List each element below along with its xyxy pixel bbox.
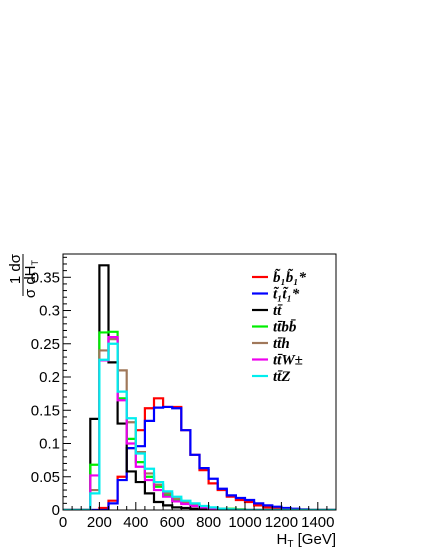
x-tick-label: 0 [59, 514, 67, 531]
y-axis-title: 1 dσ σ dHT [7, 253, 40, 298]
y-tick-label: 0.3 [39, 303, 60, 320]
svg-text:HT [GeV]: HT [GeV] [277, 531, 336, 550]
y-axis-title-numerator: 1 dσ [7, 253, 24, 284]
y-tick-label: 0.2 [39, 369, 60, 386]
x-axis-title: HT [GeV] [277, 531, 336, 550]
legend-label: tt̄h [273, 336, 290, 352]
x-tick-label: 1400 [301, 514, 334, 531]
series-line-6 [63, 342, 336, 510]
y-tick-label: 0.05 [31, 469, 60, 486]
y-tick-label: 0.25 [31, 336, 60, 353]
x-tick-label: 200 [87, 514, 112, 531]
x-tick-label: 1200 [265, 514, 298, 531]
legend-label: t̃₁t̃₁* [273, 286, 300, 302]
legend-label: b̃₁b̃₁* [273, 268, 306, 286]
x-axis-title-sub: T [287, 539, 293, 550]
legend-label: tt̄Z [273, 369, 291, 385]
y-tick-label: 0.15 [31, 402, 60, 419]
y-axis-title-denominator-sub: T [30, 260, 40, 266]
legend-label: tt̄W± [273, 353, 303, 369]
x-tick-label: 600 [160, 514, 185, 531]
x-axis-title-unit: [GeV] [293, 531, 336, 548]
x-tick-label: 1000 [228, 514, 261, 531]
y-tick-label: 0 [52, 502, 60, 519]
y-tick-label: 0.35 [31, 269, 60, 286]
legend-label: tt̄bb̄ [273, 320, 297, 336]
legend-label: tt̄ [273, 303, 283, 319]
legend: b̃₁b̃₁*t̃₁t̃₁*tt̄tt̄bb̄tt̄htt̄W±tt̄Z [252, 268, 306, 385]
axes-layer: 0 200 400 600 800 1000 1200 1400 0 0.05 0.1 0.15 0.2… [31, 256, 337, 531]
y-axis-title-denominator: σ dH [22, 266, 39, 299]
x-tick-label: 400 [123, 514, 148, 531]
x-axis-title-main: H [277, 531, 288, 548]
series-line-1 [63, 405, 336, 510]
y-tick-label: 0.1 [39, 436, 60, 453]
x-tick-label: 800 [196, 514, 221, 531]
svg-text:σ dHT: σ dHT [22, 260, 40, 299]
